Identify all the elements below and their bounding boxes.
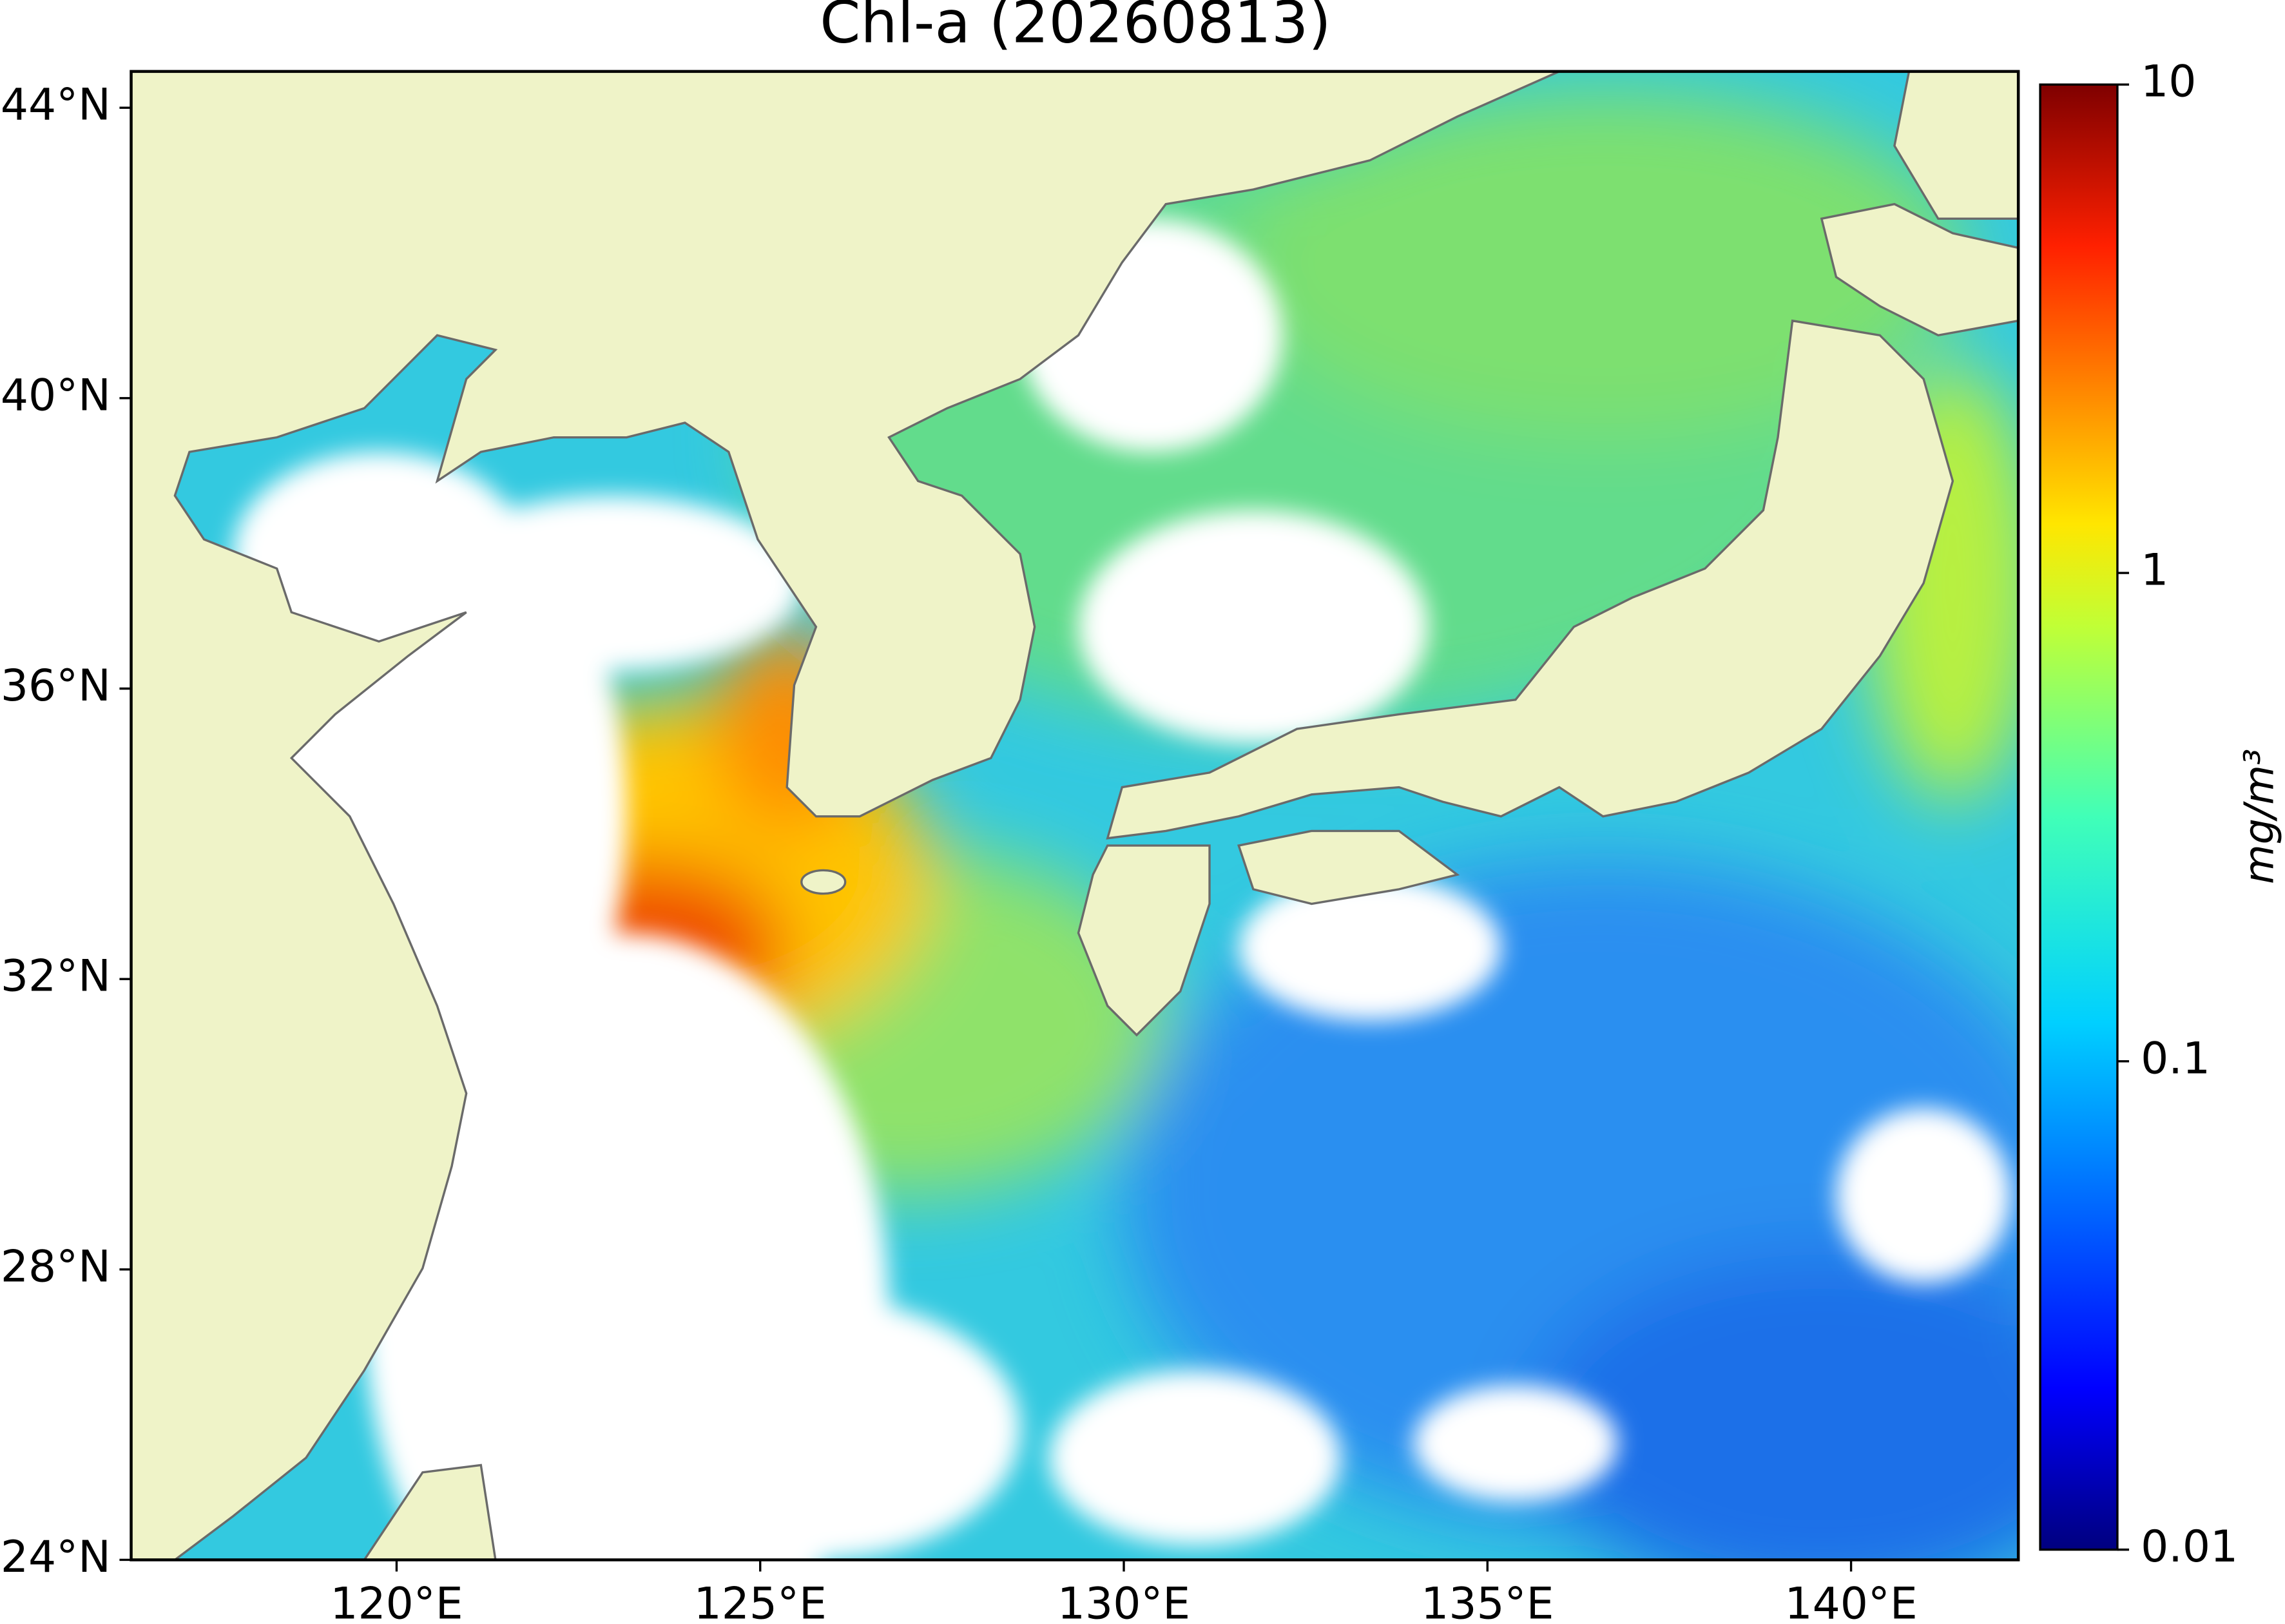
x-tick-label: 140°E <box>1784 1578 1917 1624</box>
x-tick-label: 130°E <box>1057 1578 1190 1624</box>
x-tick-label: 120°E <box>330 1578 463 1624</box>
title: Chl-a (20260813) <box>820 0 1331 57</box>
colorbar-tick-label: 0.01 <box>2141 1522 2238 1572</box>
y-tick-label: 32°N <box>1 951 111 1002</box>
colorbar <box>2039 83 2119 1551</box>
land <box>131 71 2019 1560</box>
y-tick-label: 24°N <box>1 1532 111 1583</box>
y-tick-label: 40°N <box>1 370 111 421</box>
y-tick-label: 44°N <box>1 80 111 131</box>
clouds <box>233 218 2011 1560</box>
y-tick-label: 36°N <box>1 661 111 711</box>
y-tick-label: 28°N <box>1 1241 111 1292</box>
colorbar-tick-label: 0.1 <box>2141 1033 2210 1084</box>
x-tick-label: 125°E <box>694 1578 827 1624</box>
colorbar-label: mg/m³ <box>2235 749 2282 884</box>
map-frame <box>130 70 2020 1561</box>
colorbar-tick-label: 10 <box>2141 57 2196 108</box>
map <box>131 71 2019 1560</box>
colorbar-tick-label: 1 <box>2141 545 2168 596</box>
x-tick-label: 135°E <box>1421 1578 1554 1624</box>
